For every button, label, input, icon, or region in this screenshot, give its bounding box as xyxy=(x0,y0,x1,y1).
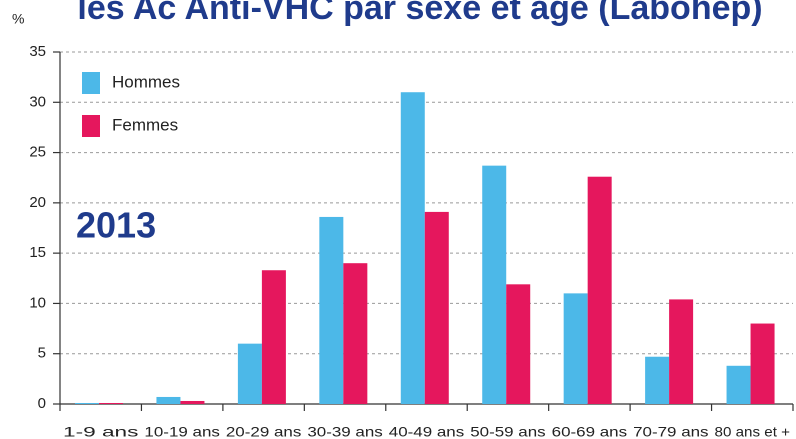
bar xyxy=(99,402,123,404)
legend-swatch xyxy=(82,72,100,94)
y-tick-label: 0 xyxy=(38,395,46,412)
x-tick-label: 30-39 ans xyxy=(307,424,382,439)
x-tick-label: 80 ans et + xyxy=(715,424,790,439)
bar xyxy=(400,92,425,404)
bar xyxy=(180,400,205,404)
y-axis-label: % xyxy=(12,11,24,27)
bar xyxy=(237,343,262,404)
y-tick-label: 5 xyxy=(38,345,46,362)
y-tick-label: 30 xyxy=(29,93,46,110)
chart-title: les Ac Anti-VHC par sexe et âge (Labohep… xyxy=(77,0,762,27)
x-tick-label: 70-79 ans xyxy=(633,424,708,439)
x-tick-label: 10-19 ans xyxy=(144,424,219,439)
y-tick-label: 35 xyxy=(29,43,46,60)
bar xyxy=(75,402,99,404)
legend-label: Hommes xyxy=(112,72,180,91)
y-tick-label: 25 xyxy=(29,144,46,161)
annotation: 2013 xyxy=(76,205,156,246)
bar xyxy=(587,176,612,404)
bar xyxy=(669,299,694,404)
x-tick-label: 20-29 ans xyxy=(226,424,301,439)
y-tick-label: 15 xyxy=(29,244,46,261)
x-tick-label: 50-59 ans xyxy=(470,424,545,439)
x-tick-label: 60-69 ans xyxy=(552,424,627,439)
bar xyxy=(750,323,775,404)
bar xyxy=(343,263,368,404)
x-tick-label: 1-9 ans xyxy=(63,424,138,439)
bar xyxy=(645,356,670,404)
bar xyxy=(424,211,449,404)
y-tick-label: 10 xyxy=(29,294,46,311)
legend-label: Femmes xyxy=(112,115,178,134)
y-tick-label: 20 xyxy=(29,194,46,211)
bar xyxy=(156,396,181,404)
bar xyxy=(726,365,751,404)
bar xyxy=(506,284,531,404)
bar xyxy=(563,293,588,404)
x-tick-label: 40-49 ans xyxy=(389,424,464,439)
bar xyxy=(319,216,344,404)
legend-swatch xyxy=(82,115,100,137)
bar xyxy=(482,165,507,404)
bar xyxy=(261,270,286,404)
